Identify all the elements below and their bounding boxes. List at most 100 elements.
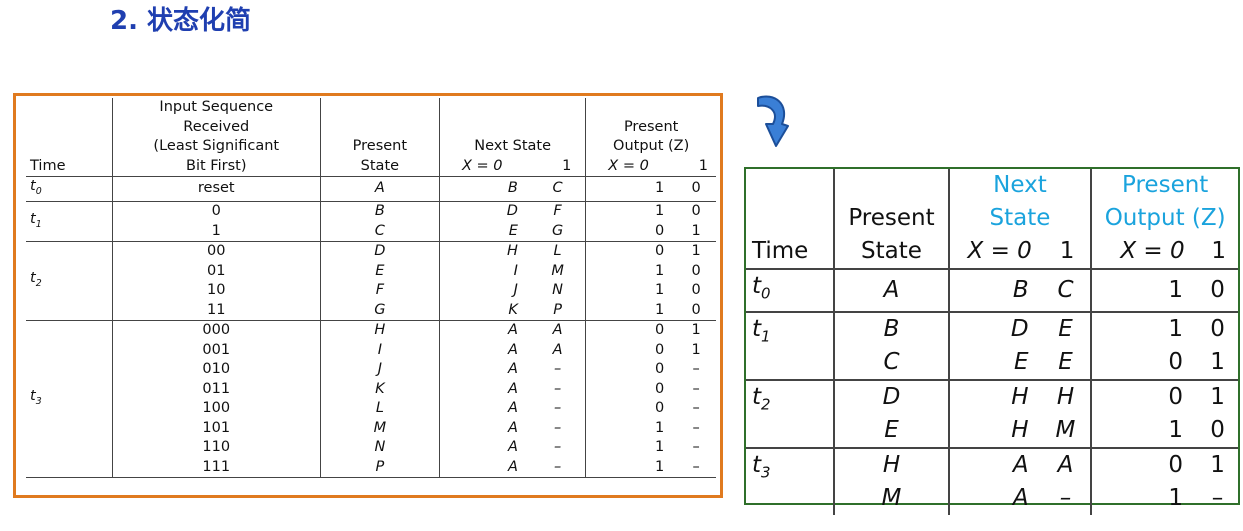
- input-sequence-cell: 111: [111, 457, 321, 479]
- next-state-x0-cell: A: [438, 360, 530, 380]
- input-sequence-cell: 00: [111, 241, 321, 262]
- output-x1-cell: 1: [1210, 451, 1225, 478]
- next-state-x1-cell: –: [529, 457, 586, 479]
- col-input-header: Input Sequence Received (Least Significa…: [111, 98, 321, 177]
- output-x0-cell: 0: [585, 379, 677, 400]
- next-state-x0-cell: D: [438, 201, 530, 222]
- present-state-cell: B: [319, 201, 440, 222]
- output-x0-cell: 1: [585, 201, 677, 222]
- output-x1-cell: 0: [676, 300, 716, 322]
- next-state-x1-cell: –: [553, 439, 562, 456]
- output-x1-cell: –: [676, 457, 716, 479]
- output-x0-cell: 0: [585, 320, 677, 341]
- next-state-x1-cell: C: [529, 176, 586, 203]
- table-row: 100 L A –0–: [26, 399, 716, 419]
- input-sequence-cell: 011: [111, 379, 321, 400]
- next-state-x0-cell: K: [438, 300, 530, 322]
- next-state-x1-cell: M: [551, 262, 564, 279]
- next-state-x1-cell: N: [552, 282, 564, 299]
- present-state-cell: C: [833, 345, 949, 381]
- next-state-x1-cell: A: [552, 341, 563, 358]
- present-state-cell: N: [319, 438, 440, 458]
- table-row: 011 K A –0–: [26, 379, 716, 400]
- next-state-x1-cell: C: [1040, 269, 1092, 313]
- time-label: t0: [746, 269, 835, 313]
- next-state-x1-cell: –: [553, 361, 562, 378]
- output-x1-cell: 0: [676, 176, 716, 203]
- input-sequence-cell: 11: [111, 300, 321, 322]
- table-row: 11 G K P 1 0: [26, 300, 716, 322]
- present-state-cell: D: [319, 241, 440, 262]
- next-state-x1-cell: A: [552, 322, 563, 339]
- next-state-x0-cell: I: [438, 261, 530, 282]
- output-x0-cell: 0: [585, 221, 677, 243]
- time-label: t3: [26, 320, 113, 479]
- output-x0-cell: 0: [585, 340, 677, 361]
- reduced-state-table-frame: Time Present State Next State X = 0 1 Pr…: [744, 167, 1240, 515]
- input-sequence-cell: 0: [111, 201, 321, 222]
- output-x0-cell: 0: [1090, 447, 1198, 482]
- r-col-present-state-header: Present State: [833, 169, 949, 270]
- table-row: 010 J A –0–: [26, 360, 716, 380]
- next-state-x1-cell: H: [1056, 383, 1075, 410]
- present-state-cell: I: [319, 340, 440, 361]
- next-state-x0-cell: A: [438, 320, 530, 341]
- full-state-table-frame: Time Input Sequence Received (Least Sign…: [13, 93, 723, 498]
- output-x0-cell: 0: [585, 241, 677, 262]
- table-row: t2 D H H 0 1: [746, 379, 1238, 449]
- output-x1-cell: 1: [1210, 383, 1225, 410]
- table-row: t3 H A A 0 1: [746, 447, 1238, 482]
- output-x0-cell: 1: [585, 281, 677, 301]
- output-x1-cell: 0: [1197, 269, 1238, 313]
- next-state-x1-cell: E: [1058, 315, 1073, 342]
- next-state-x0-cell: J: [438, 281, 530, 301]
- present-state-cell: F: [319, 281, 440, 301]
- present-state-cell: L: [319, 399, 440, 419]
- output-x1-cell: –: [692, 419, 700, 436]
- col-time-header: Time: [26, 98, 113, 177]
- col-present-state-header: Present State: [319, 98, 440, 177]
- output-x0-cell: 1: [585, 438, 677, 458]
- output-x0-cell: 1: [585, 176, 677, 203]
- output-x1-cell: –: [692, 380, 700, 397]
- table-row: t0 A B C 1 0: [746, 269, 1238, 313]
- next-state-x1-cell: F: [553, 203, 562, 220]
- table-row: 10 F J N 1 0: [26, 281, 716, 301]
- output-x1-cell: 1: [676, 221, 716, 243]
- present-state-cell: J: [319, 360, 440, 380]
- output-x0-cell: 0: [1090, 345, 1198, 381]
- output-x1-cell: –: [692, 361, 700, 378]
- present-state-cell: M: [833, 481, 949, 515]
- next-state-x0-cell: A: [438, 399, 530, 419]
- next-state-x1-cell: P: [529, 300, 586, 322]
- next-state-x1-cell: E: [1040, 345, 1092, 381]
- next-state-x1-cell: L: [553, 243, 562, 260]
- next-state-x1-cell: M: [1040, 413, 1092, 449]
- next-state-x0-cell: A: [438, 340, 530, 361]
- reduced-state-table-body: t0 A B C 1 0 t1 B D E 1 0 C E E 0 1 t2 D H H 0 1 E H M 1 0 t3 H A A 0 1 M A…: [746, 269, 1238, 515]
- r-col-present-output-header: Present Output (Z) X = 0 1: [1090, 169, 1238, 270]
- output-x0-cell: 1: [1090, 311, 1198, 346]
- input-sequence-cell: 010: [111, 360, 321, 380]
- output-x0-cell: 1: [585, 300, 677, 322]
- input-sequence-cell: 10: [111, 281, 321, 301]
- present-state-cell: P: [319, 457, 440, 479]
- output-x1-cell: 1: [691, 341, 701, 358]
- table-row: 101 M A –1–: [26, 418, 716, 439]
- page-title: 2. 状态化简: [110, 6, 252, 36]
- col-next-state-header: Next State X = 0 1: [438, 98, 586, 177]
- next-state-x0-cell: A: [438, 438, 530, 458]
- present-state-cell: E: [319, 261, 440, 282]
- output-x1-cell: –: [692, 400, 700, 417]
- present-state-cell: D: [833, 379, 949, 414]
- next-state-x0-cell: A: [438, 379, 530, 400]
- table-row: 001 I A A 0 1: [26, 340, 716, 361]
- table-row: 01 E I M 1 0: [26, 261, 716, 282]
- present-state-cell: E: [833, 413, 949, 449]
- time-label: t2: [746, 379, 835, 449]
- input-sequence-cell: 101: [111, 418, 321, 439]
- next-state-x1-cell: –: [1059, 484, 1072, 511]
